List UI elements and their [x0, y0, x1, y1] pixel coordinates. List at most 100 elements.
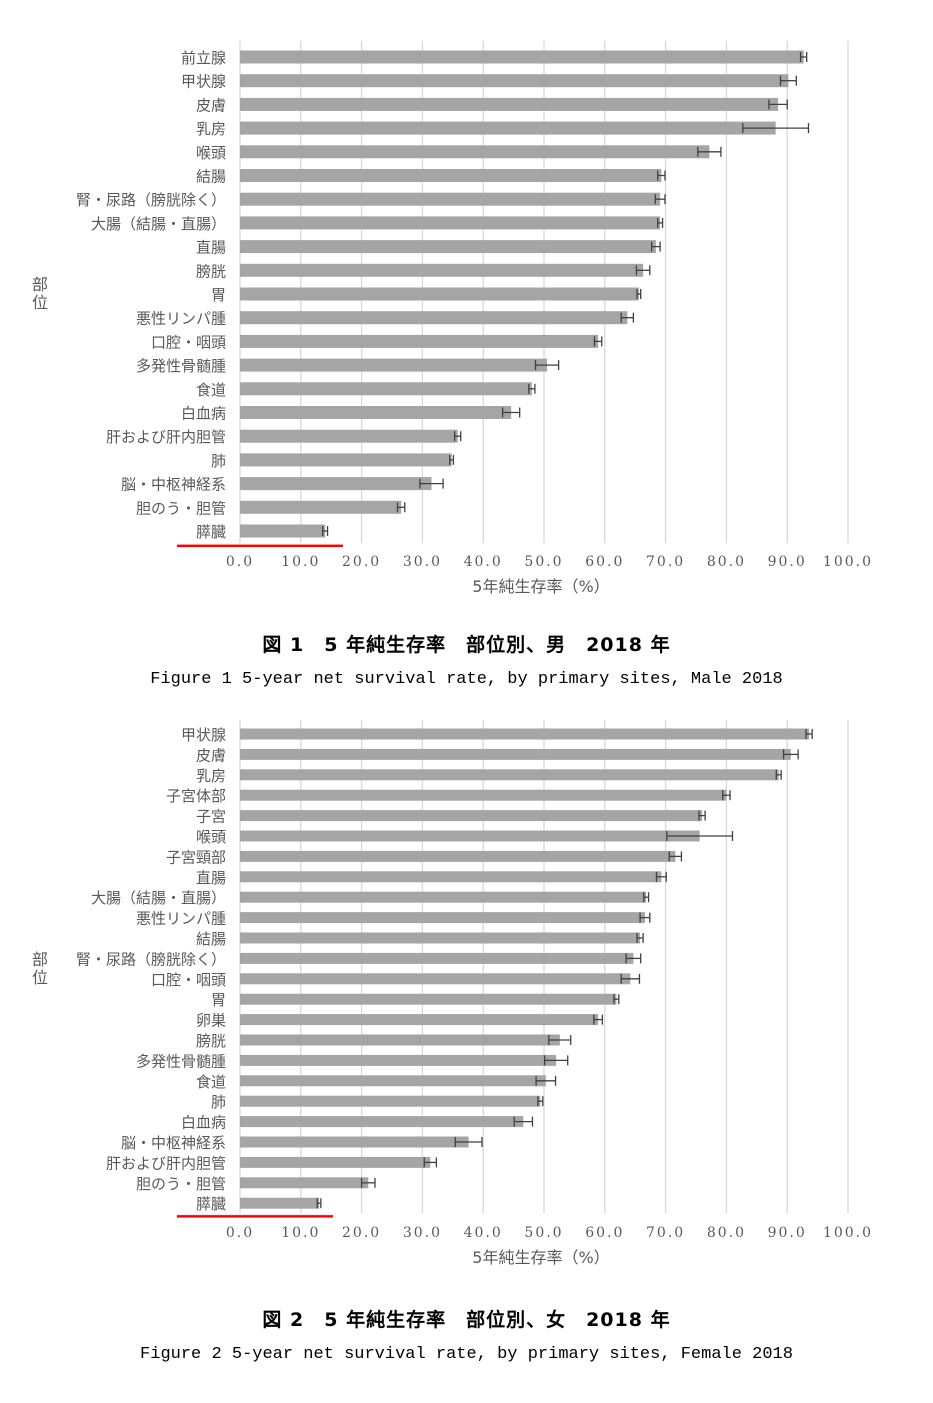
- category-label: 口腔・咽頭: [151, 971, 226, 989]
- bar: [240, 74, 789, 88]
- bar: [240, 789, 727, 801]
- category-label: 甲状腺: [181, 726, 226, 744]
- category-label: 肝および肝内胆管: [106, 1154, 226, 1172]
- category-label: 肺: [211, 1093, 226, 1111]
- bar: [240, 748, 791, 760]
- category-label: 子宮頸部: [166, 848, 226, 866]
- bar: [240, 973, 631, 985]
- category-label: 乳房: [196, 767, 226, 785]
- category-label: 多発性骨髄腫: [136, 357, 226, 375]
- x-tick-label: 70.0: [646, 1225, 685, 1241]
- category-label: 膵臓: [196, 1195, 226, 1213]
- bar: [240, 145, 710, 159]
- category-label: 胃: [211, 991, 226, 1009]
- x-tick-label: 30.0: [403, 1225, 442, 1241]
- category-label: 食道: [196, 1073, 226, 1091]
- x-tick-label: 90.0: [768, 1225, 807, 1241]
- x-axis-title: 5年純生存率（%）: [472, 1248, 609, 1267]
- category-label: 前立腺: [181, 49, 226, 67]
- bar: [240, 1014, 599, 1026]
- bar: [240, 830, 700, 842]
- bar: [240, 477, 432, 491]
- bar: [240, 810, 703, 822]
- x-tick-label: 40.0: [464, 554, 503, 570]
- category-label: 白血病: [181, 405, 226, 423]
- category-label: 大腸（結腸・直腸）: [91, 889, 226, 907]
- x-tick-label: 10.0: [281, 1225, 320, 1241]
- bar: [240, 1054, 557, 1066]
- bar: [240, 932, 641, 944]
- bar: [240, 952, 634, 964]
- x-tick-label: 100.0: [823, 554, 873, 570]
- bar: [240, 500, 402, 514]
- bar: [240, 50, 804, 64]
- category-label: 脳・中枢神経系: [121, 1134, 226, 1152]
- category-label: 悪性リンパ腫: [136, 310, 226, 328]
- figure1-title: 図 1 5 年純生存率 部位別、男 2018 年: [262, 634, 671, 656]
- bar: [240, 429, 458, 443]
- category-label: 悪性リンパ腫: [136, 910, 226, 928]
- category-label: 多発性骨髄腫: [136, 1052, 226, 1070]
- category-label: 結腸: [196, 168, 226, 186]
- category-label: 大腸（結腸・直腸）: [91, 215, 226, 233]
- bar: [240, 287, 639, 301]
- bar: [240, 1136, 469, 1148]
- x-tick-label: 50.0: [524, 554, 563, 570]
- figure2-title: 図 2 5 年純生存率 部位別、女 2018 年: [262, 1309, 671, 1331]
- category-label: 口腔・咽頭: [151, 333, 226, 351]
- bar: [240, 1197, 320, 1209]
- category-label: 膵臓: [196, 523, 226, 541]
- x-tick-label: 20.0: [342, 554, 381, 570]
- y-axis-label: 位: [32, 293, 48, 312]
- bar: [240, 240, 656, 254]
- category-label: 皮膚: [196, 746, 226, 764]
- bar: [240, 192, 661, 206]
- x-tick-label: 10.0: [281, 554, 320, 570]
- category-label: 胃: [211, 286, 226, 304]
- category-label: 卵巣: [196, 1012, 226, 1030]
- x-tick-label: 80.0: [707, 554, 746, 570]
- bar: [240, 169, 662, 182]
- bar: [240, 453, 452, 467]
- bar: [240, 1095, 541, 1107]
- x-tick-label: 100.0: [823, 1225, 873, 1241]
- x-tick-label: 80.0: [707, 1225, 746, 1241]
- bar: [240, 1075, 546, 1087]
- bar: [240, 1116, 524, 1128]
- category-label: 喉頭: [196, 144, 226, 162]
- bar: [240, 850, 676, 862]
- chart-female: 0.0 10.0 20.0 30.0 40.0 50.0 60.0 70.0 80.0 90.0 1…: [32, 719, 873, 1267]
- bar: [240, 728, 810, 740]
- category-label: 腎・尿路（膀胱除く）: [76, 950, 226, 968]
- category-label: 胆のう・胆管: [136, 499, 226, 517]
- bar: [240, 334, 599, 348]
- bar: [240, 406, 512, 419]
- bar: [240, 121, 776, 135]
- x-axis-title: 5年純生存率（%）: [472, 577, 609, 596]
- y-axis-label: 位: [32, 968, 48, 987]
- bar: [240, 216, 661, 230]
- x-tick-label: 20.0: [342, 1225, 381, 1241]
- category-label: 子宮: [196, 808, 226, 826]
- y-axis-label: 部: [32, 275, 48, 294]
- y-axis-label: 部: [32, 950, 48, 969]
- x-tick-label: 60.0: [585, 1225, 624, 1241]
- category-label: 結腸: [196, 930, 226, 948]
- category-label: 喉頭: [196, 828, 226, 846]
- bar: [240, 912, 645, 924]
- category-label: 甲状腺: [181, 73, 226, 91]
- x-tick-label: 60.0: [585, 554, 624, 570]
- bar: [240, 1177, 369, 1189]
- category-label: 直腸: [196, 869, 226, 887]
- bar: [240, 769, 779, 781]
- x-tick-label: 0.0: [226, 1225, 254, 1241]
- bar: [240, 97, 779, 111]
- category-label: 脳・中枢神経系: [121, 476, 226, 494]
- category-label: 白血病: [181, 1114, 226, 1132]
- bar: [240, 891, 647, 903]
- category-label: 食道: [196, 381, 226, 399]
- bar: [240, 382, 532, 396]
- bar: [240, 993, 617, 1005]
- category-label: 肺: [211, 452, 226, 470]
- bar: [240, 871, 662, 883]
